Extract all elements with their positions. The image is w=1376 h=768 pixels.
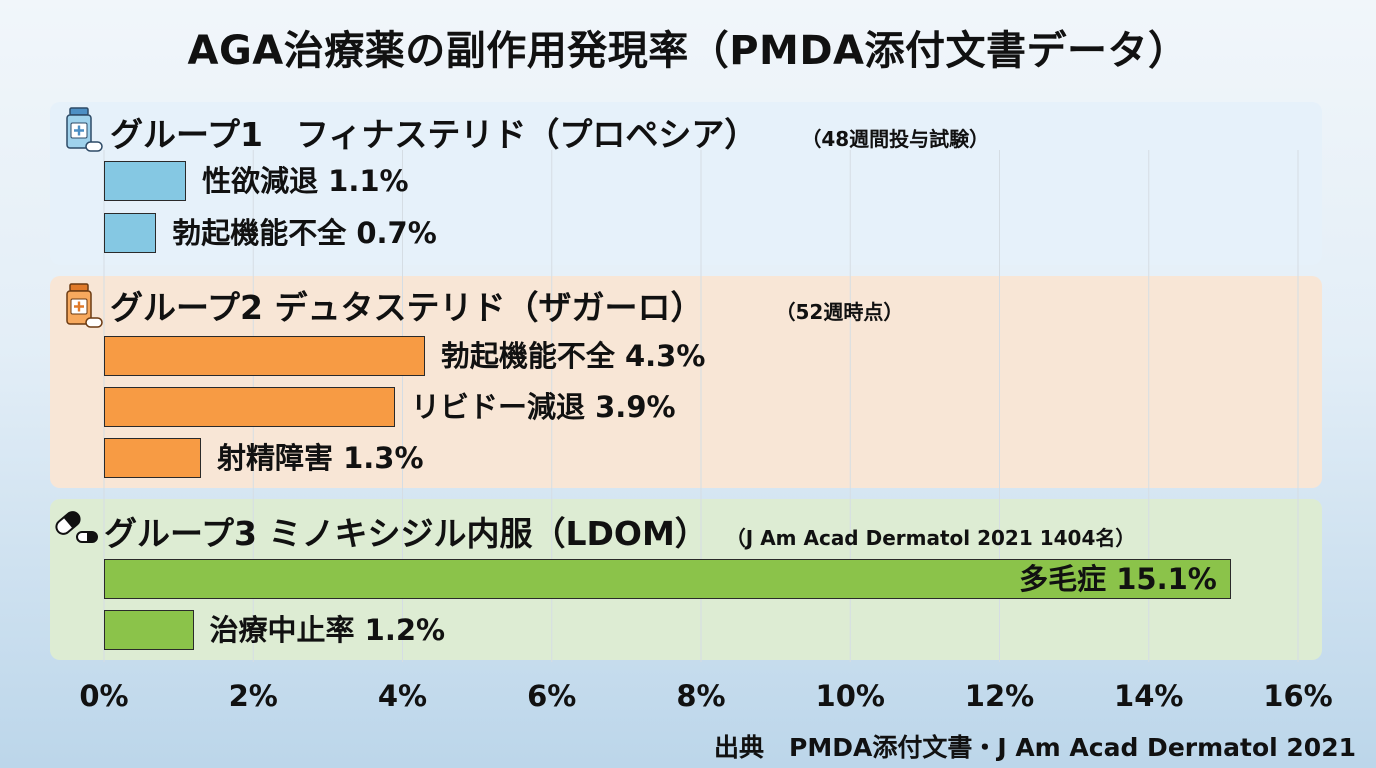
x-tick-label: 14% <box>1114 679 1184 713</box>
x-tick-label: 6% <box>527 679 577 713</box>
bar-group2-libido-decrease <box>104 387 396 427</box>
bar-label-group3-discontinuation-rate: 治療中止率 1.2% <box>209 613 446 647</box>
group-3-title: グループ3 ミノキシジル内服（LDOM） <box>104 514 708 553</box>
x-tick-label: 2% <box>228 679 278 713</box>
bar-label-group2-ejaculation-disorder: 射精障害 1.3% <box>217 441 424 475</box>
bar-group3-hypertrichosis <box>104 559 1231 599</box>
source-note: 出典 PMDA添付文書・J Am Acad Dermatol 2021 <box>714 733 1356 762</box>
group-3-header: グループ3 ミノキシジル内服（LDOM） （J Am Acad Dermatol… <box>104 507 1376 555</box>
group-2-header: グループ2 デュタステリド（ザガーロ） （52週時点） <box>110 281 1376 329</box>
x-tick-label: 16% <box>1263 679 1333 713</box>
medicine-bottle-icon <box>66 107 103 152</box>
group-1-panel <box>50 102 1322 265</box>
group-1-title: グループ1 フィナステリド（プロペシア） <box>110 115 758 154</box>
bar-group1-erectile-dysfunction <box>104 213 157 253</box>
bar-label-group3-hypertrichosis: 多毛症 15.1% <box>1019 562 1217 596</box>
x-tick-label: 12% <box>964 679 1035 713</box>
bar-label-group2-libido-decrease: リビドー減退 3.9% <box>411 390 676 424</box>
medicine-bottle-icon <box>66 283 103 328</box>
x-tick-label: 10% <box>815 679 885 713</box>
group-3-note: （J Am Acad Dermatol 2021 1404名） <box>725 526 1136 550</box>
bar-group2-erectile-dysfunction <box>104 336 425 376</box>
group-1-note: （48週間投与試験） <box>801 127 990 151</box>
group-1-header: グループ1 フィナステリド（プロペシア） （48週間投与試験） <box>110 108 1376 156</box>
capsule-icon <box>55 511 98 543</box>
bar-group1-sexual-desire-decrease <box>104 161 187 201</box>
group-2-title: グループ2 デュタステリド（ザガーロ） <box>110 288 704 327</box>
bar-label-group2-erectile-dysfunction: 勃起機能不全 4.3% <box>440 339 706 373</box>
bar-label-group1-erectile-dysfunction: 勃起機能不全 0.7% <box>172 216 437 250</box>
chart-title: AGA治療薬の副作用発現率（PMDA添付文書データ） <box>187 28 1189 74</box>
x-tick-label: 0% <box>79 679 129 713</box>
x-tick-label: 4% <box>377 679 428 713</box>
bar-group3-discontinuation-rate <box>104 610 194 650</box>
group-2-note: （52週時点） <box>775 300 904 324</box>
x-tick-label: 8% <box>676 679 726 713</box>
bar-group2-ejaculation-disorder <box>104 438 201 478</box>
group-2-panel <box>50 276 1322 488</box>
bar-label-group1-sexual-desire-decrease: 性欲減退 1.1% <box>202 164 409 198</box>
